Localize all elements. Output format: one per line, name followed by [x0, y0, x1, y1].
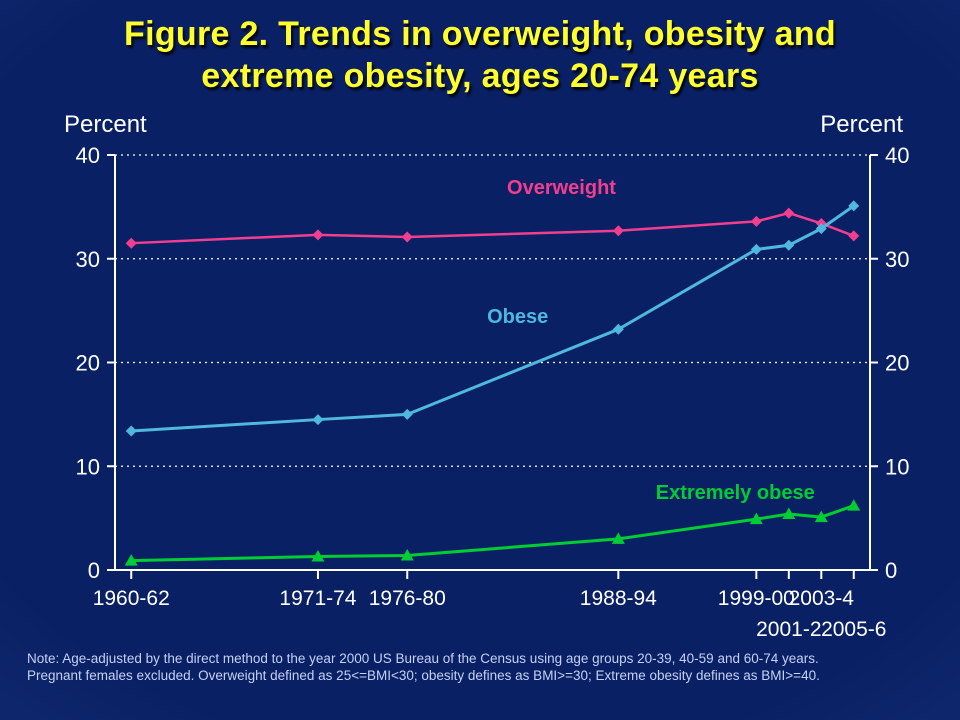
- series-line-obese: [131, 204, 855, 433]
- marker-obese-2: [401, 408, 413, 420]
- y-tick-label-left-20: 20: [76, 351, 100, 376]
- footnote-line2: Pregnant females excluded. Overweight de…: [27, 668, 820, 683]
- y-tick-label-left-10: 10: [76, 454, 100, 479]
- y-tick-label-left-0: 0: [88, 558, 100, 583]
- series-label-overweight: Overweight: [507, 177, 616, 199]
- marker-obese-3: [612, 323, 624, 335]
- x-tick-label-1999-00: 1999-00: [718, 587, 795, 610]
- marker-overweight-0: [125, 237, 137, 249]
- x-tick-label-1960-62: 1960-62: [93, 587, 170, 610]
- marker-obese-6: [815, 223, 827, 235]
- y-tick-label-right-0: 0: [885, 558, 897, 583]
- y-axis-title-right: Percent: [820, 111, 903, 138]
- footnote-line1: Note: Age-adjusted by the direct method …: [27, 651, 819, 666]
- marker-extremely-obese-0: [124, 554, 138, 566]
- marker-extremely-obese-7: [847, 499, 861, 511]
- marker-overweight-5: [783, 207, 795, 219]
- y-tick-label-right-20: 20: [885, 351, 909, 376]
- series-line-overweight: [131, 211, 855, 245]
- marker-obese-0: [125, 425, 137, 437]
- marker-overweight-4: [750, 215, 762, 227]
- marker-overweight-3: [612, 225, 624, 237]
- marker-extremely-obese-2: [400, 548, 414, 561]
- y-tick-label-right-40: 40: [885, 143, 909, 168]
- marker-obese-4: [750, 243, 762, 255]
- marker-overweight-2: [401, 231, 413, 243]
- y-axis-title-left: Percent: [64, 111, 147, 138]
- y-tick-label-left-40: 40: [76, 143, 100, 168]
- chart-title-line2: extreme obesity, ages 20-74 years: [201, 57, 759, 96]
- marker-extremely-obese-6: [814, 510, 828, 523]
- marker-extremely-obese-4: [749, 512, 763, 525]
- chart-title: Figure 2. Trends in overweight, obesity …: [0, 13, 960, 97]
- series-label-extremely-obese: Extremely obese: [656, 482, 815, 504]
- x-tick-label-2003-4: 2003-4: [789, 587, 855, 610]
- marker-obese-5: [783, 239, 795, 251]
- line-chart: 0 0 10 10 20 20 30 30 40 40 1960-62 1971-74 1976-80 1…: [76, 143, 910, 641]
- chart-title-line1: Figure 2. Trends in overweight, obesity …: [124, 15, 836, 53]
- series-label-obese: Obese: [487, 306, 548, 328]
- marker-overweight-7: [848, 230, 860, 242]
- marker-extremely-obese-3: [611, 532, 625, 544]
- x-tick-label-1976-80: 1976-80: [369, 587, 446, 610]
- marker-obese-1: [312, 414, 324, 426]
- marker-overweight-1: [312, 229, 324, 241]
- marker-extremely-obese-1: [311, 550, 325, 562]
- x-tick-label-1971-74: 1971-74: [279, 587, 356, 610]
- x-tick-label-1988-94: 1988-94: [580, 587, 657, 610]
- series-line-extremely-obese: [131, 504, 855, 563]
- marker-extremely-obese-5: [782, 507, 796, 519]
- x-tick-label-2001-2: 2001-2: [756, 618, 821, 641]
- x-tick-label-2005-6: 2005-6: [821, 618, 886, 641]
- y-tick-label-left-30: 30: [76, 247, 100, 272]
- y-tick-label-right-10: 10: [885, 454, 909, 479]
- marker-obese-7: [848, 200, 860, 212]
- y-tick-label-right-30: 30: [885, 247, 909, 272]
